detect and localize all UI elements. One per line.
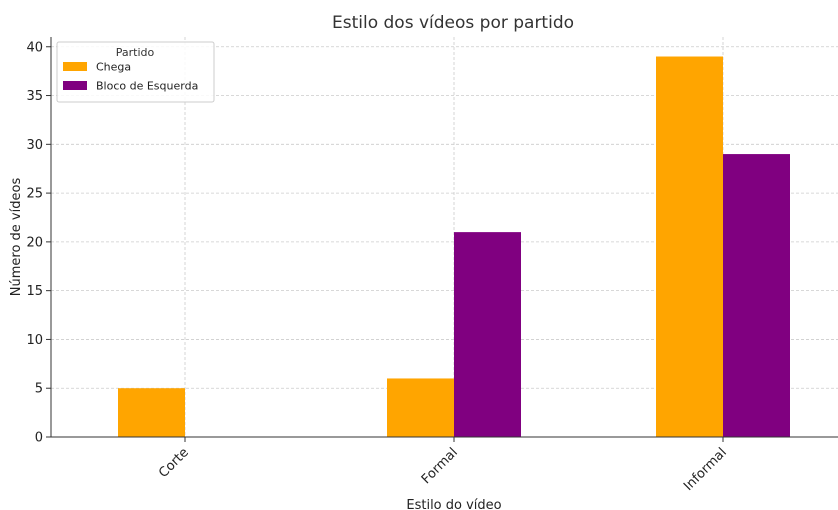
bar-bloco-de-esquerda-informal [723, 154, 790, 437]
bars [118, 56, 790, 437]
bar-chega-formal [387, 378, 454, 437]
bar-bloco-de-esquerda-formal [454, 232, 521, 437]
y-tick-label: 10 [26, 333, 43, 348]
legend: Partido Chega Bloco de Esquerda [56, 41, 215, 103]
y-tick-label: 30 [26, 138, 43, 153]
x-tick-label: Corte [156, 445, 192, 481]
y-tick-label: 0 [35, 431, 43, 446]
y-tick-label: 40 [26, 40, 43, 55]
legend-swatch [63, 62, 87, 71]
y-tick-label: 5 [35, 382, 43, 397]
y-tick-label: 15 [26, 284, 43, 299]
chart-title: Estilo dos vídeos por partido [332, 13, 574, 33]
axes [50, 37, 838, 438]
legend-entry-label: Chega [96, 61, 131, 74]
legend-entry-label: Bloco de Esquerda [96, 80, 198, 93]
x-axis-label: Estilo do vídeo [406, 498, 501, 510]
legend-swatch [63, 81, 87, 90]
x-tick-label: Informal [681, 445, 730, 494]
y-tick-label: 35 [26, 89, 43, 104]
x-ticks: Corte Formal Informal [156, 437, 730, 494]
legend-title: Partido [116, 46, 155, 59]
legend-box [56, 41, 215, 103]
bar-chega-informal [656, 56, 723, 437]
x-tick-label: Formal [419, 445, 461, 487]
y-axis-label: Número de vídeos [9, 178, 24, 297]
y-tick-label: 20 [26, 235, 43, 250]
y-tick-label: 25 [26, 187, 43, 202]
bar-chega-corte [118, 388, 185, 437]
y-ticks: 0 5 10 15 20 25 30 35 40 [26, 40, 51, 446]
